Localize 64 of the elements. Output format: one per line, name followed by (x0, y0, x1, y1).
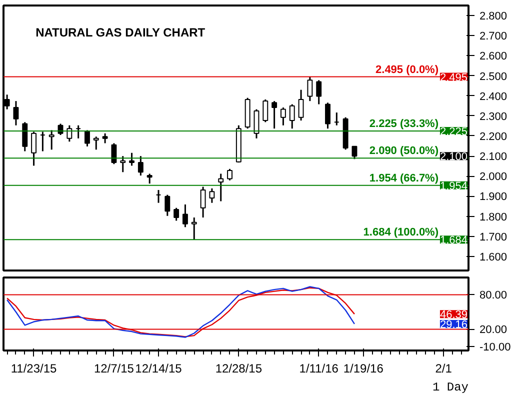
x-tick-label: 1/19/16 (343, 362, 384, 376)
candlestick (307, 76, 313, 102)
y-tick-label: 1.900 (480, 191, 508, 204)
candlestick (200, 186, 206, 218)
y-tick-label: 2.100 (480, 151, 508, 164)
ref-line-label: 1.684 (100.0%) (363, 226, 439, 239)
candlestick (191, 216, 197, 240)
y-tick-label: 2.000 (480, 171, 508, 184)
candlestick (280, 106, 286, 126)
candlestick (93, 136, 99, 150)
candlestick (22, 121, 28, 152)
y-tick-label: 2.200 (480, 130, 508, 143)
annotation: 2.225 (440, 126, 468, 138)
candlestick (352, 145, 358, 160)
y-tick-label: 2.500 (480, 70, 508, 83)
candlestick (325, 102, 330, 130)
x-tick-label: 1/11/16 (299, 362, 339, 376)
annotation: 2.495 (440, 72, 468, 84)
x-tick-label: 2/1 (435, 362, 452, 376)
annotation: 1.954 (440, 180, 468, 192)
candlestick (209, 188, 215, 204)
y-tick-label: 2.400 (480, 90, 508, 103)
candlestick (84, 129, 90, 148)
ref-line-label: 2.225 (33.3%) (369, 118, 439, 130)
candlestick (262, 98, 268, 123)
y-tick-label: 80.00 (480, 290, 508, 302)
candlestick (272, 100, 278, 130)
candlestick (182, 204, 188, 228)
y-tick-label: 2.800 (480, 10, 508, 23)
candlestick (289, 104, 295, 130)
y-tick-label: 2.600 (480, 50, 508, 63)
y-tick-label: 20.00 (480, 324, 508, 336)
y-tick-label: 1.600 (480, 251, 508, 264)
y-tick-label: 1.800 (480, 211, 508, 224)
candlestick (138, 155, 144, 176)
x-tick-label: 12/14/15 (135, 362, 182, 376)
candlestick (298, 89, 304, 122)
ref-line-label: 2.495 (0.0%) (376, 64, 439, 76)
candlestick (13, 100, 19, 126)
y-tick-label: 2.700 (480, 30, 508, 43)
ref-line-label: 2.090 (50.0%) (369, 145, 439, 158)
candlestick (129, 152, 135, 166)
candlestick (111, 142, 117, 165)
candlestick (66, 124, 72, 142)
candlestick (120, 155, 126, 173)
text: 1 Day (432, 380, 469, 394)
text: NATURAL GAS DAILY CHART (36, 26, 206, 40)
candlestick (48, 129, 54, 150)
y-tick-label: -10.00 (480, 341, 511, 354)
annotation: 29.16 (440, 318, 468, 331)
candlestick (164, 194, 170, 217)
x-tick-label: 12/28/15 (215, 362, 262, 376)
candlestick (102, 132, 108, 144)
ref-line-label: 1.954 (66.7%) (369, 172, 439, 184)
candlestick (316, 79, 322, 106)
y-tick-label: 1.700 (480, 231, 508, 244)
x-tick-label: 11/23/15 (10, 362, 58, 376)
candlestick (174, 207, 180, 222)
x-tick-label: 12/7/15 (94, 362, 134, 376)
y-tick-label: 2.300 (480, 110, 508, 123)
candlestick (218, 172, 224, 202)
candlestick (146, 172, 152, 184)
candlestick (31, 131, 37, 166)
candlestick (227, 168, 232, 182)
